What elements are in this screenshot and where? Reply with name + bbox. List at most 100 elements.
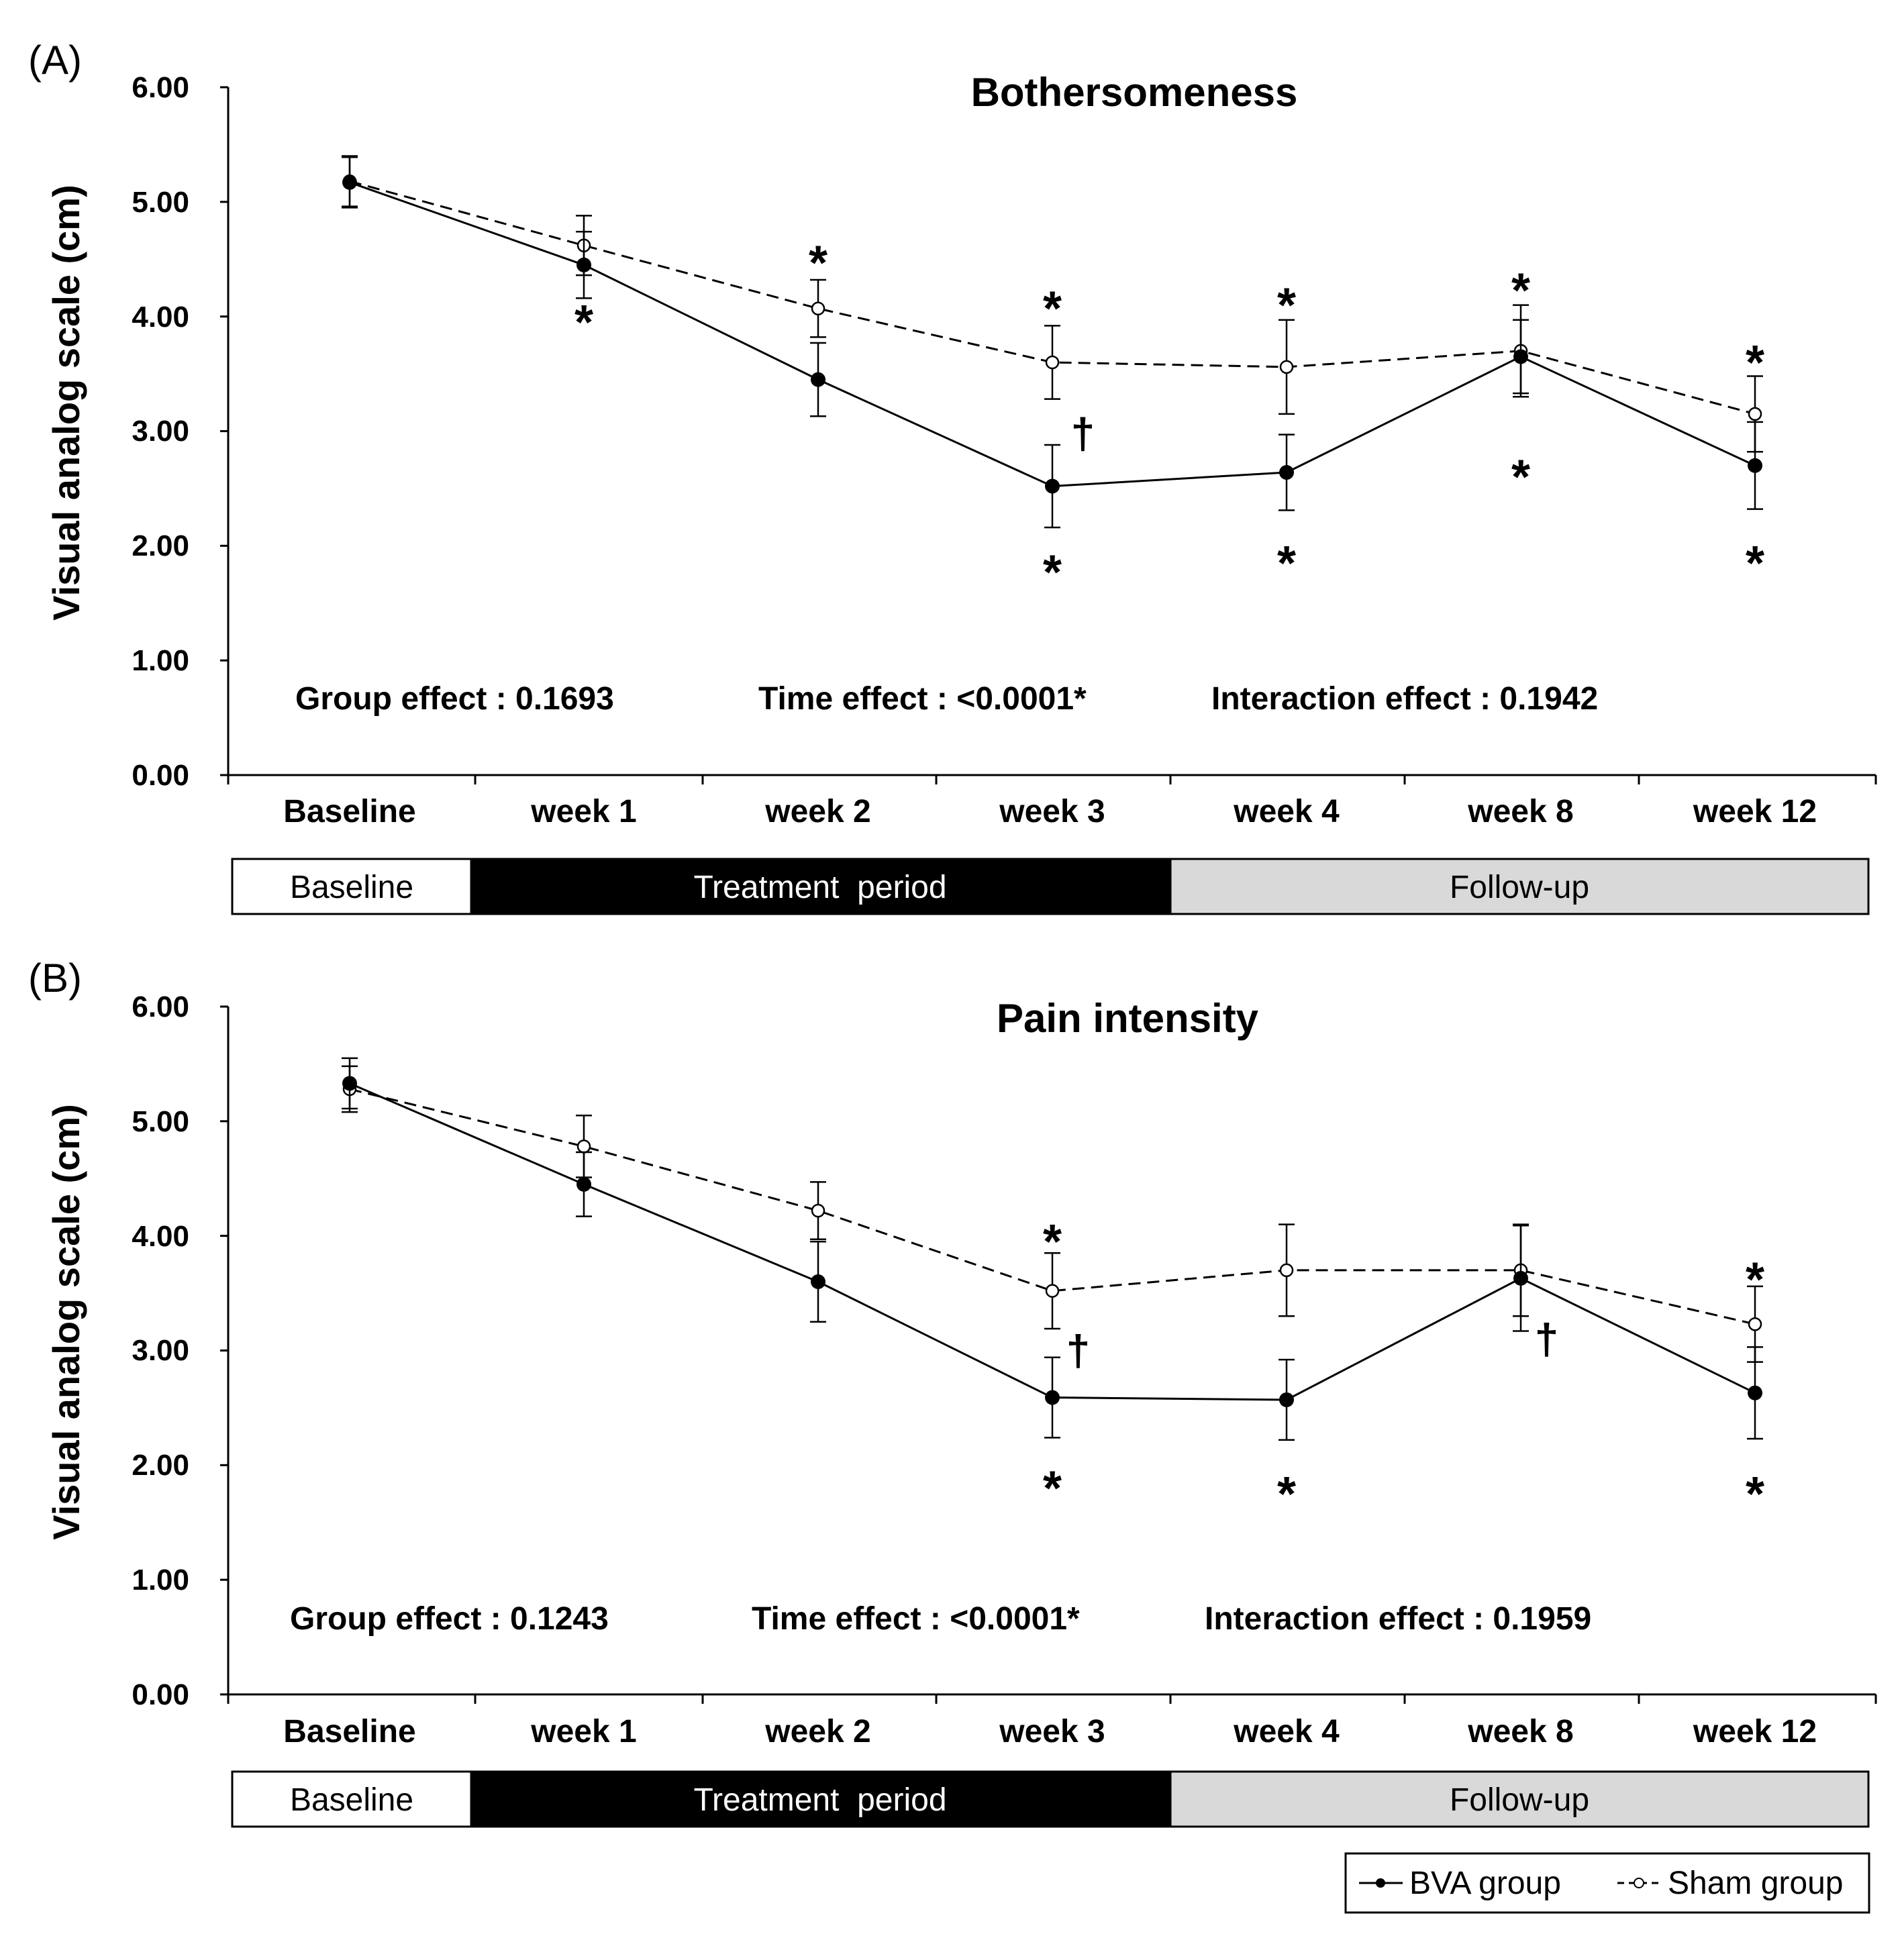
bva-data-point [1279,1392,1294,1407]
period-followup-label: Follow-up [1450,870,1589,905]
x-tick-label: week 8 [1467,1714,1573,1749]
x-tick-label: week 8 [1467,794,1573,829]
sham-data-point [1748,407,1762,421]
legend-box [1344,1852,1870,1914]
sham-data-point [1045,1284,1060,1298]
y-tick-label: 6.00 [132,990,189,1023]
bva-data-point [1513,1270,1528,1286]
x-tick-label: week 1 [530,794,636,829]
legend-bva-marker [1376,1878,1385,1888]
legend: BVA group Sham group [1344,1852,1870,1914]
period-baseline-box [231,858,472,915]
panel-a: (A) Bothersomeness Visual analog scale (… [28,38,1877,915]
x-tick-label: week 2 [764,1714,870,1749]
sham-data-point [1748,1317,1762,1331]
y-tick-label: 1.00 [132,644,189,677]
significance-dagger: † [1535,1315,1559,1363]
x-tick-label: week 2 [764,794,870,829]
significance-star: * [809,236,828,290]
x-tick-label: week 4 [1233,1714,1340,1749]
panel-label: (B) [28,956,82,1001]
period-treatment-box [470,858,1172,915]
x-tick-label: week 1 [530,1714,636,1749]
bva-data-point [1748,1385,1762,1400]
x-tick-label: week 4 [1233,794,1340,829]
x-tick-label: week 12 [1693,794,1817,829]
significance-star: * [1746,1468,1764,1521]
bva-data-point [577,1176,591,1192]
x-tick-label: week 12 [1693,1714,1817,1749]
sham-data-point [811,301,825,315]
x-tick-label: week 3 [999,794,1105,829]
group-effect-text: Group effect : 0.1693 [295,681,614,717]
bva-data-point [342,174,357,190]
time-effect-text: Time effect : <0.0001* [752,1601,1080,1637]
bva-data-point [1748,458,1762,473]
interaction-effect-text: Interaction effect : 0.1942 [1211,681,1598,717]
legend-sham-marker [1634,1878,1644,1888]
significance-star: * [574,296,593,350]
period-followup-box [1169,1770,1870,1828]
y-tick-label: 0.00 [132,759,189,792]
bva-data-point [1045,1390,1060,1405]
bva-data-point [811,1274,825,1289]
chart-title: Pain intensity [997,996,1259,1041]
panel-b: (B) Pain intensity Visual analog scale (… [28,956,1877,1828]
significance-star: * [1511,451,1530,505]
plot-area: * * * * * * * * * * † [220,86,1877,784]
y-tick-label: 3.00 [132,1334,189,1367]
y-tick-label: 1.00 [132,1564,189,1596]
y-tick-label: 5.00 [132,186,189,219]
x-tick-label: Baseline [283,1714,415,1749]
bva-data-point [811,372,825,387]
y-tick-label: 3.00 [132,415,189,448]
y-tick-label: 4.00 [132,301,189,334]
y-tick-label: 2.00 [132,1449,189,1482]
y-tick-label: 2.00 [132,529,189,562]
group-effect-text: Group effect : 0.1243 [290,1601,609,1637]
period-baseline-label: Baseline [290,870,413,905]
y-tick-label: 4.00 [132,1220,189,1253]
period-treatment-label: Treatment period [693,1782,946,1818]
significance-star: * [1043,1462,1062,1515]
significance-dagger: † [1071,409,1095,458]
bva-data-point [1513,349,1528,364]
significance-star: * [1277,278,1296,332]
time-effect-text: Time effect : <0.0001* [758,681,1087,717]
period-baseline-box [231,1770,472,1828]
significance-star: * [1511,264,1530,317]
significance-star: * [1043,546,1062,600]
significance-star: * [1746,537,1764,591]
interaction-effect-text: Interaction effect : 0.1959 [1205,1601,1591,1637]
x-tick-label: Baseline [283,794,415,829]
y-tick-label: 0.00 [132,1678,189,1711]
bva-data-point [1279,465,1294,480]
y-axis-label: Visual analog scale (cm) [45,185,87,620]
bva-data-point [1045,478,1060,494]
significance-dagger: † [1066,1327,1091,1375]
panel-label: (A) [28,38,82,83]
period-treatment-box [470,1770,1172,1828]
significance-star: * [1746,1253,1764,1307]
period-treatment-label: Treatment period [693,870,946,905]
y-tick-label: 5.00 [132,1105,189,1138]
period-followup-label: Follow-up [1450,1782,1589,1818]
x-tick-label: week 3 [999,1714,1105,1749]
significance-star: * [1277,537,1296,591]
sham-data-point [1045,355,1060,370]
plot-area: * * * * * † † [220,1005,1877,1704]
legend-sham-label: Sham group [1668,1866,1844,1901]
sham-data-point [1279,1263,1294,1278]
y-tick-label: 6.00 [132,71,189,104]
significance-star: * [1746,336,1764,390]
sham-data-point [577,1139,591,1154]
bva-data-point [577,257,591,272]
significance-star: * [1043,283,1062,336]
y-axis-label: Visual analog scale (cm) [45,1104,87,1539]
sham-data-point [1279,360,1294,374]
chart-title: Bothersomeness [971,70,1298,115]
period-followup-box [1169,858,1870,915]
significance-star: * [1277,1468,1296,1521]
legend-bva-label: BVA group [1409,1866,1561,1901]
